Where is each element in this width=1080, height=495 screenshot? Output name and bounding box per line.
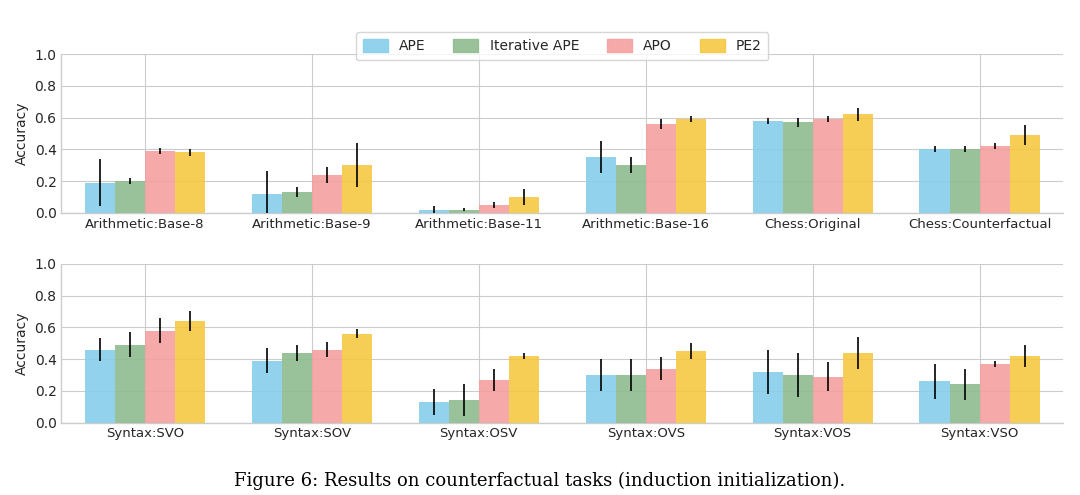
Bar <box>312 175 342 213</box>
Bar <box>646 369 676 423</box>
Bar <box>478 380 509 423</box>
Bar <box>1010 135 1040 213</box>
Bar <box>175 152 205 213</box>
Bar <box>419 209 448 213</box>
Bar <box>114 345 145 423</box>
Bar <box>616 375 646 423</box>
Text: Figure 6: Results on counterfactual tasks (induction initialization).: Figure 6: Results on counterfactual task… <box>234 472 846 490</box>
Bar <box>646 124 676 213</box>
Bar <box>980 364 1010 423</box>
Bar <box>1010 356 1040 423</box>
Bar <box>585 157 616 213</box>
Bar <box>509 197 539 213</box>
Bar <box>753 372 783 423</box>
Bar <box>842 353 873 423</box>
Bar <box>282 192 312 213</box>
Bar <box>175 321 205 423</box>
Bar <box>85 183 114 213</box>
Bar <box>85 349 114 423</box>
Bar <box>114 181 145 213</box>
Bar <box>145 151 175 213</box>
Bar <box>448 209 478 213</box>
Bar <box>980 146 1010 213</box>
Bar <box>585 375 616 423</box>
Bar <box>812 119 842 213</box>
Bar <box>478 205 509 213</box>
Bar <box>419 402 448 423</box>
Bar <box>949 385 980 423</box>
Y-axis label: Accuracy: Accuracy <box>15 101 29 165</box>
Bar <box>919 149 949 213</box>
Bar <box>783 122 812 213</box>
Bar <box>312 349 342 423</box>
Bar <box>509 356 539 423</box>
Bar <box>342 334 372 423</box>
Bar <box>342 165 372 213</box>
Bar <box>448 400 478 423</box>
Bar <box>812 377 842 423</box>
Bar <box>676 351 706 423</box>
Bar <box>949 149 980 213</box>
Bar <box>145 331 175 423</box>
Legend: APE, Iterative APE, APO, PE2: APE, Iterative APE, APO, PE2 <box>356 33 769 60</box>
Bar <box>616 165 646 213</box>
Bar <box>919 381 949 423</box>
Bar <box>282 353 312 423</box>
Bar <box>676 119 706 213</box>
Bar <box>252 361 282 423</box>
Bar <box>783 375 812 423</box>
Bar <box>842 114 873 213</box>
Bar <box>753 121 783 213</box>
Y-axis label: Accuracy: Accuracy <box>15 311 29 375</box>
Bar <box>252 194 282 213</box>
